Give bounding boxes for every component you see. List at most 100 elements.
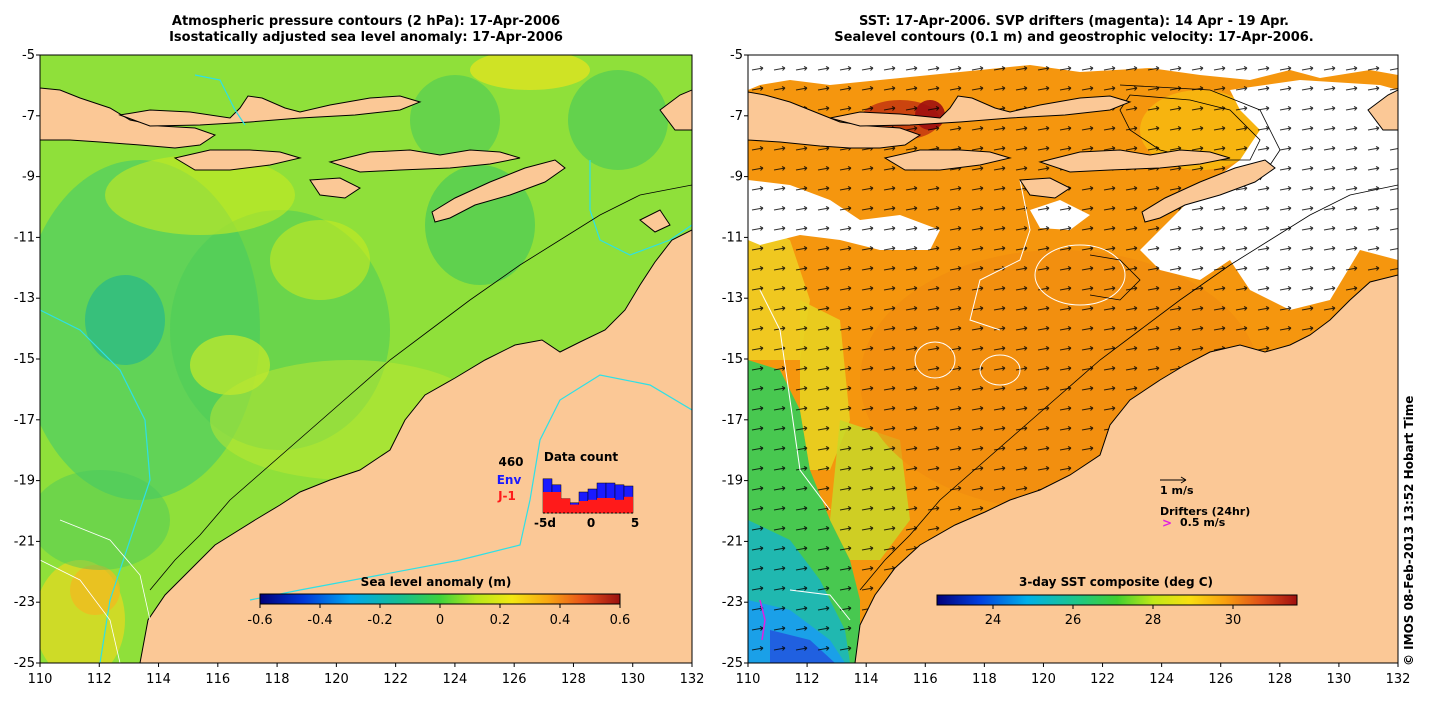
pressure-contour [40, 309, 151, 663]
right-title-line1: SST: 17-Apr-2006. SVP drifters (magenta)… [859, 14, 1289, 29]
left-y-tick-label: -17 [14, 413, 35, 428]
data-count-j1-bar [624, 496, 633, 513]
velocity-scale-arrow [1160, 476, 1187, 484]
java-land [40, 55, 217, 149]
data-count-title: Data count [544, 450, 619, 464]
right-y-tick-label: -23 [722, 595, 743, 610]
java-land [748, 91, 922, 149]
data-count-j1-label: J-1 [497, 489, 516, 503]
right-y-axis: -5 -7 -9 -11 -13 -15 -17 -19 -21 -23 -25 [722, 48, 748, 671]
data-count-axis-tick: 5 [631, 516, 639, 530]
left-title-line2: Isostatically adjusted sea level anomaly… [169, 30, 563, 45]
left-x-tick-label: 116 [205, 672, 230, 687]
left-x-tick-label: 118 [265, 672, 290, 687]
sst-colorbar-ticks: 24 26 28 30 [985, 605, 1242, 628]
left-y-tick-label: -13 [14, 291, 35, 306]
data-count-bars [542, 478, 634, 514]
data-count-inset: 460 Env J-1 Data count -5d 0 5 [497, 450, 639, 530]
drifter-marker: > [1162, 516, 1172, 530]
data-count-j1-bar [552, 492, 561, 513]
right-x-tick-label: 132 [1386, 672, 1411, 687]
data-count-axis-tick: 0 [587, 516, 595, 530]
left-y-tick-label: -5 [22, 48, 35, 63]
timor-land [1141, 159, 1276, 223]
australia-land [854, 274, 1398, 663]
velocity-legend: 1 m/s Drifters (24hr) > 0.5 m/s [1160, 476, 1250, 530]
data-count-j1-bar [615, 499, 624, 513]
pressure-contour [249, 374, 692, 601]
sst-tick-label: 30 [1225, 613, 1242, 628]
sst-colorbar [936, 594, 1298, 606]
data-count-j1-bar [570, 504, 579, 513]
data-count-j1-bar [606, 498, 615, 513]
sla-tick-label: -0.4 [307, 613, 332, 628]
left-x-tick-label: 124 [442, 672, 467, 687]
right-panel-title: SST: 17-Apr-2006. SVP drifters (magenta)… [748, 14, 1400, 46]
right-y-tick-label: -25 [722, 656, 743, 671]
left-x-tick-label: 114 [146, 672, 171, 687]
sla-tick-label: 0 [436, 613, 444, 628]
timor-land [431, 159, 566, 223]
sst-tick-label: 28 [1145, 613, 1162, 628]
bali-lombok-land [829, 95, 1132, 127]
right-x-tick-label: 128 [1267, 672, 1292, 687]
sumba-land [1019, 177, 1071, 199]
bali-lombok-land [118, 95, 422, 127]
data-count-axis-tick: -5d [534, 516, 556, 530]
left-x-tick-label: 112 [87, 672, 112, 687]
drifters-label: Drifters (24hr) [1160, 505, 1250, 518]
left-y-tick-label: -7 [22, 109, 35, 124]
left-x-tick-label: 122 [383, 672, 408, 687]
data-count-env-label: Env [497, 473, 522, 487]
data-count-j1-bar [588, 499, 597, 513]
left-title-line1: Atmospheric pressure contours (2 hPa): 1… [171, 14, 561, 29]
right-x-tick-label: 112 [795, 672, 820, 687]
sla-colorbar-title: Sea level anomaly (m) [361, 575, 512, 589]
data-count-axis-ticks: -5d 0 5 [534, 516, 639, 530]
sla-tick-label: 0.6 [610, 613, 631, 628]
left-y-tick-label: -25 [14, 656, 35, 671]
data-count-total: 460 [498, 455, 523, 469]
data-count-j1-bar [543, 492, 552, 513]
sumbawa-land [883, 149, 1012, 171]
australia-land [139, 229, 692, 663]
right-x-tick-label: 118 [972, 672, 997, 687]
left-x-axis: 110 112 114 116 118 120 122 124 126 128 130 132 [28, 663, 704, 687]
right-y-tick-label: -13 [722, 291, 743, 306]
right-title-line2: Sealevel contours (0.1 m) and geostrophi… [834, 30, 1314, 45]
velocity-scale-label: 1 m/s [1160, 484, 1194, 497]
left-map [40, 55, 692, 663]
right-x-axis: 110 112 114 116 118 120 122 124 126 128 130 132 [736, 663, 1411, 687]
right-y-tick-label: -15 [722, 352, 743, 367]
sla-tick-label: -0.6 [247, 613, 272, 628]
left-panel-title: Atmospheric pressure contours (2 hPa): 1… [40, 14, 692, 46]
right-y-tick-label: -11 [722, 230, 743, 245]
sumba-land [309, 177, 361, 199]
left-y-tick-label: -11 [14, 230, 35, 245]
pressure-contour [589, 160, 692, 256]
sla-tick-label: 0.2 [490, 613, 511, 628]
right-x-tick-label: 120 [1031, 672, 1056, 687]
sla-colorbar [259, 593, 621, 605]
left-x-tick-label: 128 [561, 672, 586, 687]
right-y-tick-label: -21 [722, 534, 743, 549]
left-y-tick-label: -21 [14, 534, 35, 549]
right-x-tick-label: 124 [1149, 672, 1174, 687]
right-x-tick-label: 122 [1090, 672, 1115, 687]
right-y-tick-label: -5 [730, 48, 743, 63]
sla-tick-label: -0.2 [367, 613, 392, 628]
sla-colorbar-ticks: -0.6 -0.4 -0.2 0 0.2 0.4 0.6 [247, 604, 630, 628]
right-y-tick-label: -9 [730, 170, 743, 185]
left-x-tick-label: 110 [28, 672, 53, 687]
right-map [748, 55, 1398, 663]
left-y-axis: -5 -7 -9 -11 -13 -15 -17 -19 -21 -23 -25 [14, 48, 40, 671]
sla-tick-label: 0.4 [550, 613, 571, 628]
sst-tick-label: 26 [1065, 613, 1082, 628]
sst-tick-label: 24 [985, 613, 1002, 628]
right-y-tick-label: -7 [730, 109, 743, 124]
flores-land [1038, 149, 1231, 173]
right-x-tick-label: 114 [854, 672, 879, 687]
data-count-j1-bar [561, 498, 570, 513]
left-x-tick-label: 130 [620, 672, 645, 687]
